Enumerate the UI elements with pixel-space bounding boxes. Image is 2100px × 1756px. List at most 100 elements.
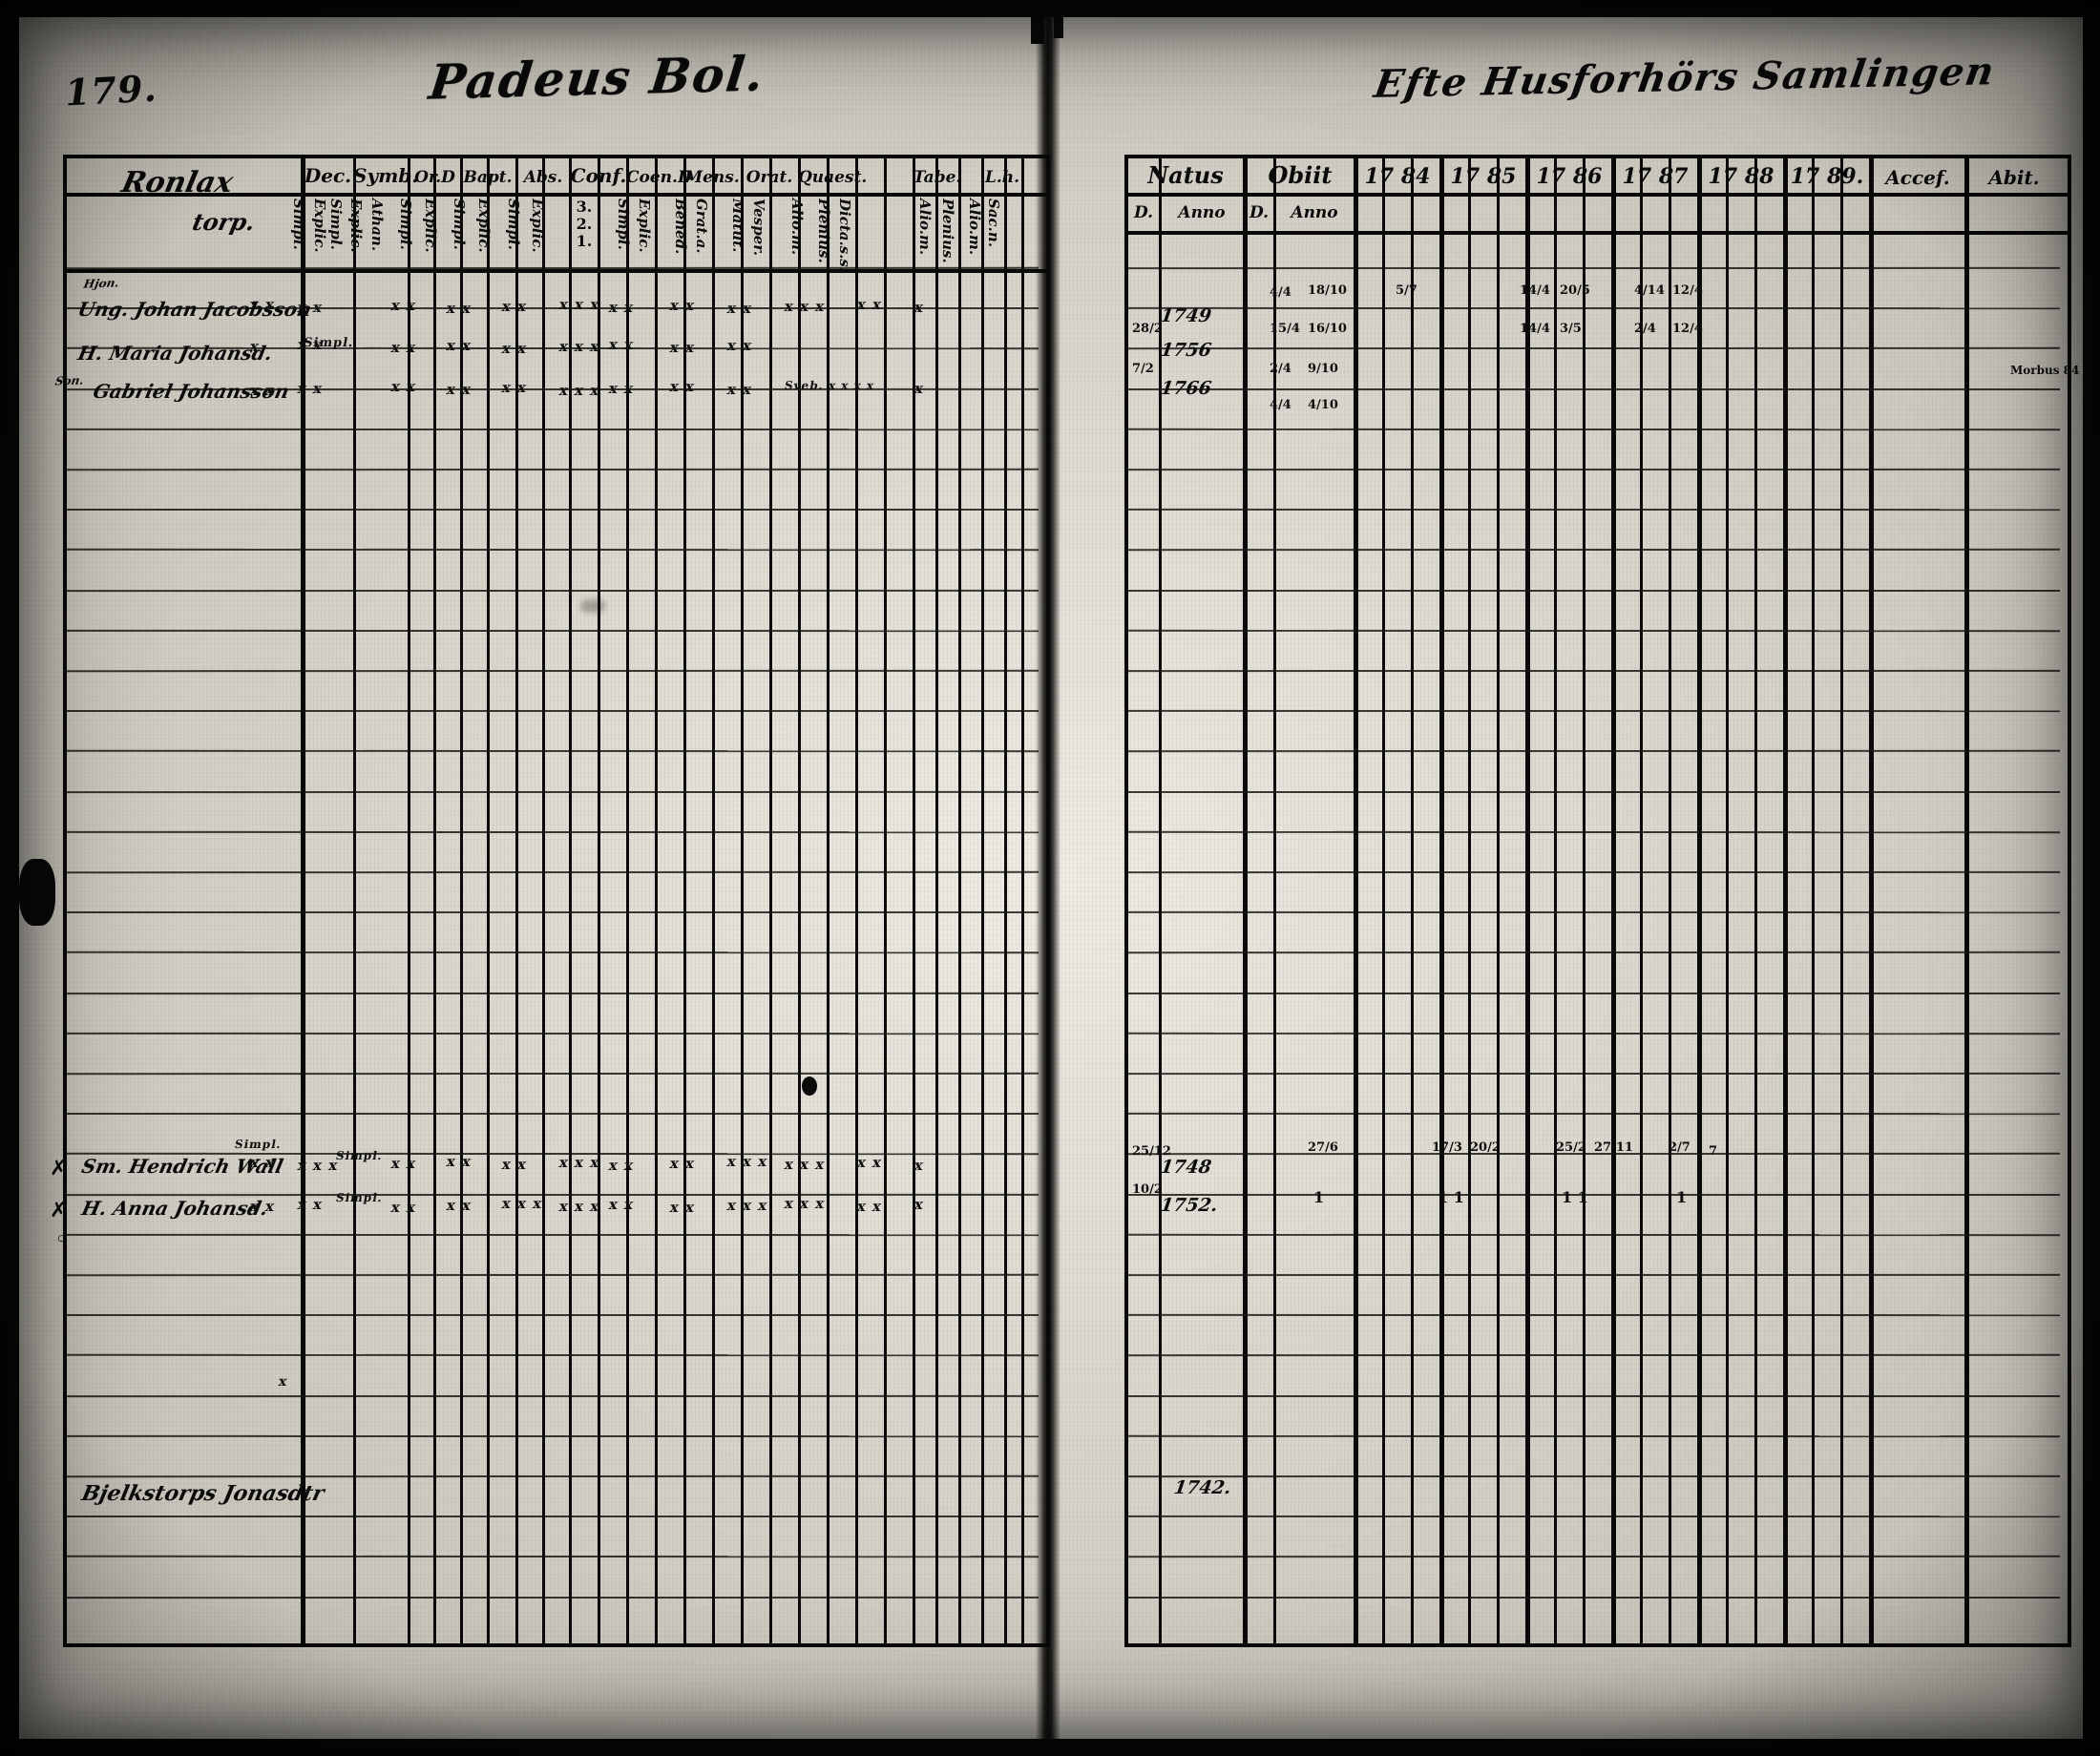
ruled-line [1128, 791, 2060, 793]
ruled-line [66, 1474, 1040, 1478]
answer-mark: x x x [557, 382, 601, 399]
col-header-quaest: Quaest. [798, 168, 868, 187]
answer-mark: x x x [500, 1195, 544, 1212]
row2-name: H. Maria Johansd. [75, 342, 275, 365]
r-row2-1784-b: 16/10 [1308, 322, 1347, 336]
subhdr-dec-explic: Explic. [311, 199, 328, 253]
ruled-line [1128, 1194, 2060, 1196]
r-col-1787-b [1669, 158, 1671, 1643]
r-row5-1786-b: 27/11 [1594, 1140, 1633, 1155]
answer-mark: x x [500, 298, 529, 315]
r-col-obiit-end [1354, 158, 1358, 1643]
ruled-line [1127, 468, 2061, 471]
ruled-line [66, 1032, 1040, 1035]
answer-mark: x x [607, 1196, 636, 1213]
r-subhdr-obiit-d: D. [1249, 203, 1270, 222]
ruled-line [1127, 629, 2061, 633]
r-row1-1787-a: 4/14 [1634, 283, 1665, 298]
answer-mark: x x x [783, 1195, 827, 1212]
ruled-line [1127, 910, 2061, 914]
answer-mark: x x [855, 1154, 884, 1171]
answer-mark: x x [445, 1153, 473, 1170]
ruled-line [66, 749, 1040, 753]
ruled-line [66, 870, 1040, 874]
ruled-line [1127, 1233, 2061, 1237]
r-row2-1784-a: 15/4 [1270, 322, 1300, 336]
col-rule-9b [884, 158, 887, 1643]
row4-cross-mark: ✗ [50, 1157, 68, 1181]
r-row2-1786-a: 14/4 [1520, 322, 1550, 336]
ruled-line [66, 428, 1040, 431]
row3-prefix: Son. [53, 373, 85, 388]
r-col-header-obiit: Obiit [1268, 161, 1333, 189]
col-header-bapt: Bapt. [463, 168, 513, 187]
scan-edge-bottom [0, 1739, 2100, 1756]
row6-name: Bjelkstorps Jonasdtr [79, 1481, 327, 1506]
col-rule-11 [981, 158, 984, 1643]
name-col-header-line2: torp. [189, 208, 258, 236]
r-col-header-abit: Abit. [1988, 166, 2040, 189]
subhdr-conf-3: 3. [576, 198, 593, 216]
col-rule-2b [433, 158, 436, 1643]
ruled-line [67, 1516, 1039, 1517]
r-row4-1784-b: 4/10 [1308, 398, 1338, 412]
col-header-ord: Or.D [414, 168, 455, 187]
r-row5-1786-a: 25/2 [1556, 1140, 1586, 1155]
answer-mark: x x [855, 1198, 884, 1215]
subhdr-tabe-plenius: Plenius. [939, 199, 956, 263]
answer-mark: x x [248, 1198, 277, 1215]
row5-sub-mark: ◦ [55, 1227, 68, 1250]
r-col-1785-end [1525, 158, 1530, 1643]
subhdr-dec-simpl: Simpl. [290, 199, 307, 250]
right-register-table: Natus Obiit 17 84 17 85 17 86 17 87 17 8… [1124, 155, 2071, 1647]
answer-mark: x x [296, 299, 325, 316]
ruled-line [66, 589, 1040, 593]
left-register-table: Dec. Symb. Or.D Bapt. Abs. Conf. Coen.D … [63, 155, 1050, 1647]
col-rule-7b [769, 158, 772, 1643]
ruled-line [1127, 830, 2061, 834]
r-row3-1784-a: 2/4 [1270, 362, 1292, 376]
ruled-line [66, 1273, 1040, 1277]
answer-mark: x x [445, 300, 473, 317]
ruled-line [67, 1314, 1039, 1316]
r-col-header-1785: 17 85 [1450, 164, 1517, 189]
ruled-line [1127, 1555, 2061, 1558]
ink-blot-1 [802, 1077, 817, 1096]
r-col-1789-end [1869, 158, 1874, 1643]
answer-mark: Sveb. x x x x [783, 379, 876, 392]
subhdr-lh-aliom: Alio.m. [966, 199, 983, 256]
ruled-line [66, 1555, 1040, 1558]
answer-mark: x x x [783, 1156, 827, 1173]
r-row4-1784-a: 4/4 [1270, 398, 1292, 412]
subhdr-ord-simpl: Simpl. [397, 199, 414, 250]
row1-prefix: Hjon. [82, 276, 120, 291]
row4-note-a: Simpl. [233, 1138, 284, 1151]
r-col-natus-end [1243, 158, 1248, 1643]
r-row3-abit: Morbus 84 [2010, 364, 2080, 377]
ruled-line [66, 1072, 1040, 1076]
r-row2-anno: 1756 [1159, 340, 1213, 361]
r-row3-day: 7/2 [1132, 362, 1154, 376]
ruled-line [1127, 870, 2061, 874]
ruled-line [1127, 749, 2061, 753]
r-col-1788-a [1726, 158, 1729, 1643]
answer-mark: x x [248, 1154, 277, 1171]
col-header-coend: Coen.D [626, 168, 692, 187]
r-row6-anno: 1752. [1159, 1195, 1220, 1216]
ruled-line [1127, 1313, 2061, 1317]
r-subhdr-obiit-anno: Anno [1291, 203, 1338, 222]
answer-mark: x x [389, 378, 418, 395]
ruled-line [1127, 1474, 2061, 1478]
ruled-line [1127, 306, 2061, 310]
r-subhdr-natus-d: D. [1133, 203, 1154, 222]
ruled-line [1127, 709, 2061, 713]
col-header-symb: Symb. [353, 164, 419, 187]
r-row7-anno: 1742. [1172, 1477, 1233, 1498]
ruled-line [66, 1193, 1040, 1197]
r-row5-1785-b: 20/2 [1470, 1140, 1501, 1155]
r-row1-1784-b: 18/10 [1308, 283, 1347, 298]
r-col-header-1787: 17 87 [1622, 164, 1689, 189]
subhdr-quaest-aliom: Alio.m. [788, 199, 806, 256]
r-col-1786-end [1611, 158, 1616, 1643]
r-col-1784-b [1411, 158, 1414, 1643]
